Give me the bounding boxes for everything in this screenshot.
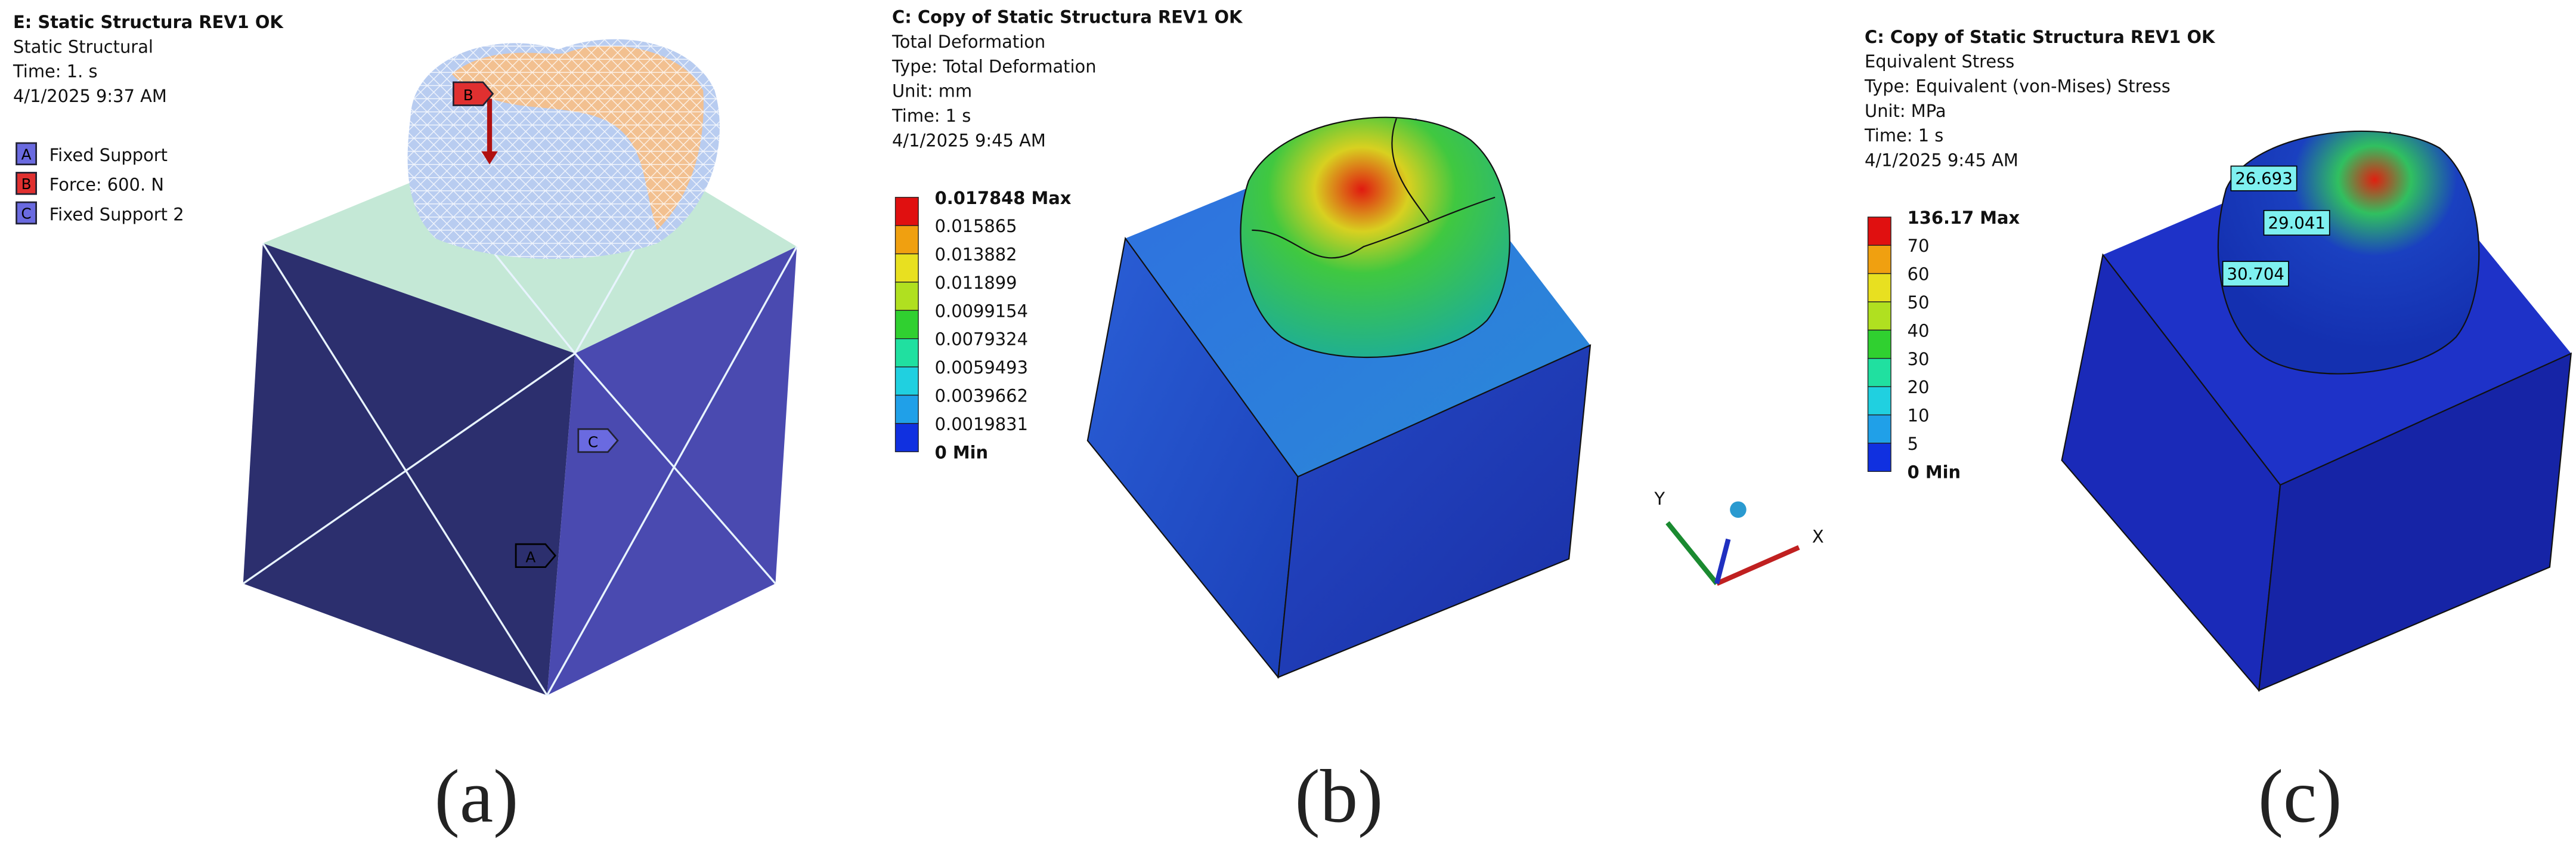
header-line: Time: 1. s — [13, 61, 98, 82]
legend-key-box — [16, 172, 37, 195]
legend-key: A — [21, 146, 32, 163]
tooth — [2217, 130, 2480, 375]
colorbar-swatch — [1867, 329, 1891, 359]
axis-label-x: X — [1812, 526, 1824, 546]
legend-label: Fixed Support 2 — [49, 204, 184, 224]
header-title: E: Static Structura REV1 OK — [13, 12, 284, 32]
legend-label: Fixed Support — [49, 145, 168, 165]
header-line: Type: Equivalent (von-Mises) Stress — [1864, 76, 2171, 96]
probe-box — [2230, 165, 2298, 191]
marker-label: C — [588, 434, 598, 451]
header-line: Time: 1 s — [1864, 125, 1943, 146]
colorbar-swatch — [1867, 217, 1891, 246]
tooth-contour — [1252, 118, 1496, 259]
header-line: 4/1/2025 9:45 AM — [892, 130, 1046, 150]
colorbar-label: 40 — [1908, 320, 1930, 341]
header-line: 4/1/2025 9:45 AM — [1865, 150, 2018, 170]
colorbar-swatch — [894, 423, 919, 452]
colorbar-swatch — [894, 310, 919, 339]
header-line: Unit: mm — [892, 81, 972, 101]
legend-key: C — [21, 205, 31, 223]
colorbar-swatch — [1867, 245, 1891, 274]
colorbar-swatch — [1867, 443, 1891, 472]
colorbar-swatch — [894, 253, 919, 283]
header-line: Equivalent Stress — [1865, 51, 2014, 72]
colorbar-label: 0.0099154 — [935, 301, 1028, 321]
header-title: C: Copy of Static Structura REV1 OK — [892, 7, 1243, 27]
probe-box — [2263, 209, 2330, 236]
colorbar-swatch — [894, 394, 919, 424]
marker-label: B — [463, 87, 473, 104]
legend-key: B — [21, 175, 32, 193]
mesh — [407, 39, 720, 259]
tooth — [1240, 116, 1510, 358]
colorbar-label: 0.0039662 — [935, 386, 1028, 406]
header-line: Unit: MPa — [1865, 101, 1946, 121]
axis-triad: Y X — [1654, 489, 1824, 586]
header-line: Time: 1 s — [891, 106, 971, 126]
edges — [242, 174, 798, 696]
colorbar-label: 30 — [1908, 349, 1930, 369]
legend-key-box — [16, 201, 37, 225]
marker-label: A — [525, 548, 535, 566]
header-line: 4/1/2025 9:37 AM — [13, 86, 167, 106]
colorbar-swatch — [1867, 273, 1891, 302]
colorbar-label: 10 — [1908, 406, 1930, 426]
probe-label: 26.693 — [2235, 169, 2292, 189]
colorbar-label: 0 Min — [1908, 462, 1961, 482]
legend-label: Force: 600. N — [49, 175, 164, 195]
marker-tag — [453, 81, 494, 106]
colorbar-label: 0.0079324 — [935, 329, 1028, 350]
colorbar-label: 0.015865 — [935, 216, 1017, 236]
panel-c — [2061, 130, 2572, 692]
colorbar-swatch — [1867, 358, 1891, 387]
colorbar-label: 0.013882 — [935, 245, 1017, 265]
header-line: Type: Total Deformation — [891, 56, 1097, 76]
header-line: Static Structural — [13, 36, 153, 57]
colorbar-swatch — [1867, 301, 1891, 331]
header-line: Total Deformation — [891, 32, 1045, 52]
panel-b — [1086, 116, 1592, 679]
colorbar-swatch — [894, 225, 919, 255]
force-arrowhead — [481, 151, 498, 165]
colorbar-label: 0.017848 Max — [935, 188, 1072, 208]
colorbar-label: 70 — [1908, 236, 1930, 256]
colorbar-swatch — [894, 282, 919, 311]
colorbar-swatch — [894, 197, 919, 226]
caption: (c) — [2258, 755, 2342, 839]
header-title: C: Copy of Static Structura REV1 OK — [1865, 27, 2216, 47]
colorbar-label: 60 — [1908, 264, 1930, 285]
probe-box — [2222, 261, 2289, 287]
cube-right — [1277, 344, 1592, 678]
marker-tag — [577, 428, 619, 453]
marker-tag — [515, 543, 557, 569]
colorbar-swatch — [894, 366, 919, 396]
colorbar-swatch — [894, 338, 919, 367]
panel-a — [242, 39, 798, 696]
probe-label: 29.041 — [2268, 214, 2325, 233]
colorbar-swatch — [1867, 386, 1891, 416]
probe-label: 30.704 — [2227, 265, 2284, 284]
colorbar-label: 20 — [1908, 377, 1930, 397]
cube-right — [2258, 352, 2572, 692]
colorbar-label: 0 Min — [935, 442, 988, 462]
colorbar-label: 5 — [1908, 434, 1918, 454]
colorbar-label: 0.0059493 — [935, 357, 1028, 378]
caption: (a) — [435, 755, 519, 839]
legend-key-box — [16, 142, 37, 166]
axis-label-y: Y — [1654, 489, 1665, 509]
caption: (b) — [1295, 755, 1383, 839]
colorbar-swatch — [1867, 414, 1891, 444]
colorbar-label: 136.17 Max — [1908, 208, 2020, 228]
colorbar-label: 50 — [1908, 292, 1930, 313]
colorbar-label: 0.011899 — [935, 273, 1017, 293]
colorbar-label: 0.0019831 — [935, 414, 1028, 434]
